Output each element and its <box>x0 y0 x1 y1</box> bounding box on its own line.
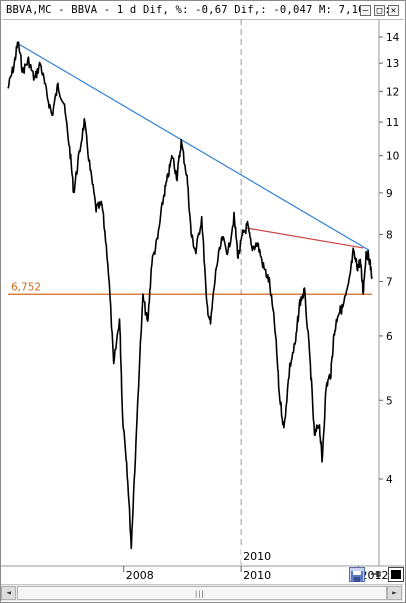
y-tick-label: 12 <box>386 86 399 98</box>
trendline-short <box>245 227 364 249</box>
price-series-line <box>7 41 373 550</box>
y-tick-label: 5 <box>386 395 393 407</box>
scroll-left-button[interactable]: ◄ <box>1 586 16 600</box>
x-tick-label: 2010 <box>243 569 271 582</box>
support-line-label: 6,752 <box>11 281 41 293</box>
y-tick-label: 6 <box>386 331 393 343</box>
bottom-toolbar <box>1 566 403 584</box>
scroll-thumb[interactable]: ||| <box>17 586 387 600</box>
horizontal-scrollbar[interactable]: ◄ ||| ► <box>1 584 403 601</box>
trendline-layer <box>19 44 370 251</box>
chart-plot[interactable]: 2010 6,752 14 13 12 11 10 9 8 7 6 5 4 2008 2010 2012 <box>0 0 406 584</box>
y-tick-label: 7 <box>386 277 393 289</box>
window-title: BBVA,MC - BBVA - 1 d Dif, %: -0,67 Dif,:… <box>6 4 391 16</box>
y-tick-label: 9 <box>386 188 393 200</box>
y-tick-label: 10 <box>386 151 399 163</box>
y-axis: 14 13 12 11 10 9 8 7 6 5 4 <box>379 32 400 486</box>
crosshair-label: 2010 <box>243 550 271 563</box>
maximize-button[interactable]: □ <box>374 5 385 16</box>
close-button[interactable]: ✕ <box>388 5 399 16</box>
x-tick-label: 2008 <box>126 569 154 582</box>
y-tick-label: 13 <box>386 58 399 70</box>
pin-icon[interactable] <box>368 567 384 582</box>
scroll-right-button[interactable]: ► <box>387 586 402 600</box>
color-swatch[interactable] <box>388 567 404 582</box>
save-icon[interactable] <box>349 567 365 582</box>
color-swatch-fill <box>391 570 401 579</box>
x-tick-label: 2012 <box>361 569 389 582</box>
y-tick-label: 4 <box>386 474 393 486</box>
chart-grid: 2010 <box>1 19 404 567</box>
y-tick-label: 8 <box>386 229 393 241</box>
y-tick-label: 14 <box>386 32 400 44</box>
title-bar[interactable]: BBVA,MC - BBVA - 1 d Dif, %: -0,67 Dif,:… <box>2 2 404 20</box>
crosshair-label-box <box>241 548 270 563</box>
minimize-button[interactable]: — <box>360 5 371 16</box>
scroll-grip-icon: ||| <box>194 590 205 598</box>
price-series-layer <box>7 41 373 550</box>
y-tick-label: 11 <box>386 117 399 129</box>
trendline-resistance <box>19 44 370 251</box>
support-line-layer: 6,752 <box>8 281 372 295</box>
